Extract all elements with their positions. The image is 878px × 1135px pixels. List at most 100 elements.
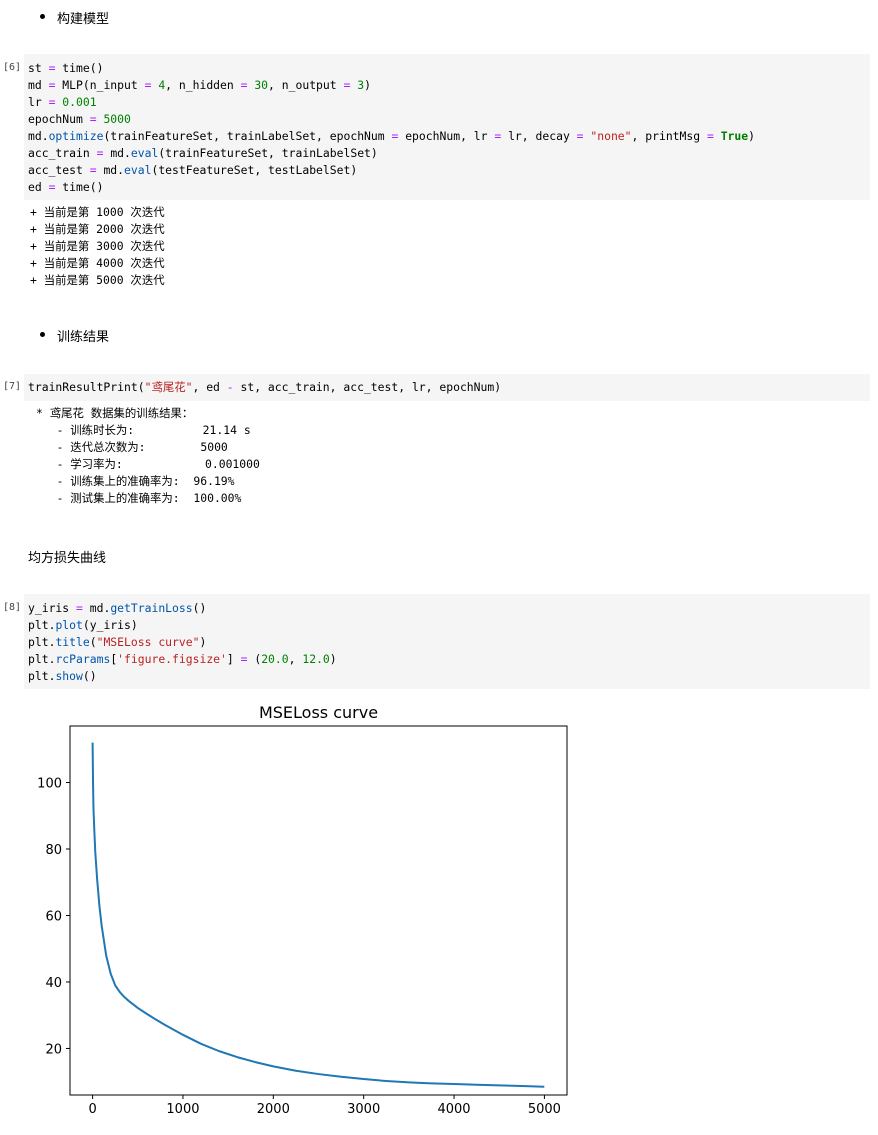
code-token: () — [192, 601, 207, 615]
code-token: = — [240, 78, 248, 92]
code-token: (trainFeatureSet, trainLabelSet, epochNu… — [103, 129, 392, 143]
y-tick-label: 80 — [45, 843, 62, 858]
code-cell-7[interactable]: trainResultPrint("鸢尾花", ed - st, acc_tra… — [24, 374, 870, 401]
code-line: y_iris = md.getTrainLoss() — [28, 600, 866, 617]
section-train-result: 训练结果 — [40, 326, 110, 345]
code-token: , printMsg — [631, 129, 707, 143]
code-token: ) — [748, 129, 755, 143]
code-token: title — [55, 635, 90, 649]
code-token: md. — [103, 163, 125, 177]
code-token: [ — [110, 652, 118, 666]
code-line: plt.title("MSELoss curve") — [28, 634, 866, 651]
code-token: trainResultPrint( — [28, 380, 145, 394]
output-line: + 当前是第 2000 次迭代 — [30, 222, 165, 236]
code-token: getTrainLoss — [110, 601, 193, 615]
code-line: plt.plot(y_iris) — [28, 617, 866, 634]
output-line: - 训练集上的准确率为: 96.19% — [36, 474, 235, 488]
x-tick-label: 5000 — [528, 1102, 561, 1117]
code-token: time — [62, 180, 90, 194]
code-token: (testFeatureSet, testLabelSet) — [151, 163, 358, 177]
code-token: plt. — [28, 635, 56, 649]
code-token: md. — [89, 601, 111, 615]
x-tick-label: 1000 — [166, 1102, 199, 1117]
code-line: ed = time() — [28, 179, 866, 196]
code-token: = — [41, 61, 63, 75]
code-token: md. — [28, 129, 49, 143]
code-token: True — [720, 129, 749, 143]
code-token: md. — [110, 146, 131, 160]
cell-prompt: [7] — [3, 381, 22, 392]
output-line: + 当前是第 3000 次迭代 — [30, 239, 165, 253]
code-token: 12.0 — [302, 652, 330, 666]
cell-prompt: [6] — [3, 62, 22, 73]
output-line: + 当前是第 5000 次迭代 — [30, 273, 165, 287]
code-line: st = time() — [28, 60, 866, 77]
cell-output-6: + 当前是第 1000 次迭代 + 当前是第 2000 次迭代 + 当前是第 300… — [30, 204, 165, 289]
x-tick-label: 2000 — [257, 1102, 290, 1117]
code-token: plt. — [28, 669, 56, 683]
code-token: = — [69, 601, 90, 615]
code-token: "none" — [590, 129, 632, 143]
code-token: 20.0 — [261, 652, 289, 666]
plot-frame — [69, 725, 568, 1096]
mseloss-chart: MSELoss curve 0 1000 2000 3000 4000 5000 20 40 60… — [37, 703, 568, 1117]
code-token: ] — [226, 652, 241, 666]
code-line: trainResultPrint("鸢尾花", ed - st, acc_tra… — [28, 379, 866, 396]
bullet-dot — [40, 14, 45, 19]
section-text: 构建模型 — [57, 12, 110, 27]
code-token: , ed — [192, 380, 227, 394]
code-token: = — [240, 652, 248, 666]
code-token: epochNum, lr — [398, 129, 495, 143]
code-token: y_iris — [28, 601, 70, 615]
code-token: , — [288, 652, 303, 666]
code-line: plt.rcParams['figure.figsize'] = (20.0, … — [28, 651, 866, 668]
code-token: "MSELoss curve" — [96, 635, 200, 649]
code-line: epochNum = 5000 — [28, 111, 866, 128]
cell-output-7: * 鸢尾花 数据集的训练结果： - 训练时长为: 21.14 s - 迭代总次数… — [36, 405, 260, 507]
code-line: md.optimize(trainFeatureSet, trainLabelS… — [28, 128, 866, 145]
output-line: - 学习率为: 0.001000 — [36, 457, 260, 471]
code-token: = — [343, 78, 351, 92]
code-token: = — [41, 95, 63, 109]
output-line: + 当前是第 4000 次迭代 — [30, 256, 165, 270]
code-cell-6[interactable]: st = time() md = MLP(n_input = 4, n_hidde… — [24, 54, 870, 200]
code-line: md = MLP(n_input = 4, n_hidden = 30, n_o… — [28, 77, 866, 94]
code-token: ) — [329, 652, 337, 666]
code-editor[interactable]: st = time() md = MLP(n_input = 4, n_hidde… — [24, 54, 870, 202]
code-token: , n_output — [268, 78, 344, 92]
x-tick-label: 0 — [88, 1102, 96, 1117]
code-token: plt. — [28, 652, 56, 666]
output-line: * 鸢尾花 数据集的训练结果： — [36, 406, 194, 420]
code-line: lr = 0.001 — [28, 94, 866, 111]
code-token: , n_hidden — [165, 78, 241, 92]
code-token: eval — [130, 146, 159, 160]
code-token — [714, 129, 721, 143]
code-token: (trainFeatureSet, trainLabelSet) — [158, 146, 378, 160]
code-token: = — [82, 112, 104, 126]
code-token: rcParams — [55, 652, 111, 666]
code-token: 30 — [254, 78, 269, 92]
code-token: (y_iris) — [82, 618, 138, 632]
output-line: - 训练时长为: 21.14 s — [36, 423, 251, 437]
code-token: ) — [199, 635, 207, 649]
code-token: = — [82, 163, 104, 177]
code-token: ( — [89, 635, 97, 649]
code-token: = — [89, 146, 111, 160]
code-token: epochNum — [28, 112, 83, 126]
chart-title: MSELoss curve — [259, 703, 378, 722]
section-text: 训练结果 — [57, 330, 110, 345]
code-token: () — [82, 669, 97, 683]
code-token: "鸢尾花" — [144, 380, 193, 394]
code-token: MLP(n_input — [62, 78, 145, 92]
code-editor[interactable]: y_iris = md.getTrainLoss() plt.plot(y_iri… — [24, 594, 870, 691]
x-tick-label: 4000 — [437, 1102, 470, 1117]
section-build-model: 构建模型 — [40, 8, 110, 27]
code-token: - — [226, 380, 234, 394]
y-tick-label: 40 — [45, 976, 62, 991]
code-token: lr, decay — [501, 129, 577, 143]
code-token: st, acc_train, acc_test, lr, epochNum) — [233, 380, 502, 394]
code-token: = — [706, 129, 714, 143]
code-editor[interactable]: trainResultPrint("鸢尾花", ed - st, acc_tra… — [24, 374, 870, 402]
code-token: 5000 — [103, 112, 131, 126]
code-cell-8[interactable]: y_iris = md.getTrainLoss() plt.plot(y_iri… — [24, 594, 870, 689]
